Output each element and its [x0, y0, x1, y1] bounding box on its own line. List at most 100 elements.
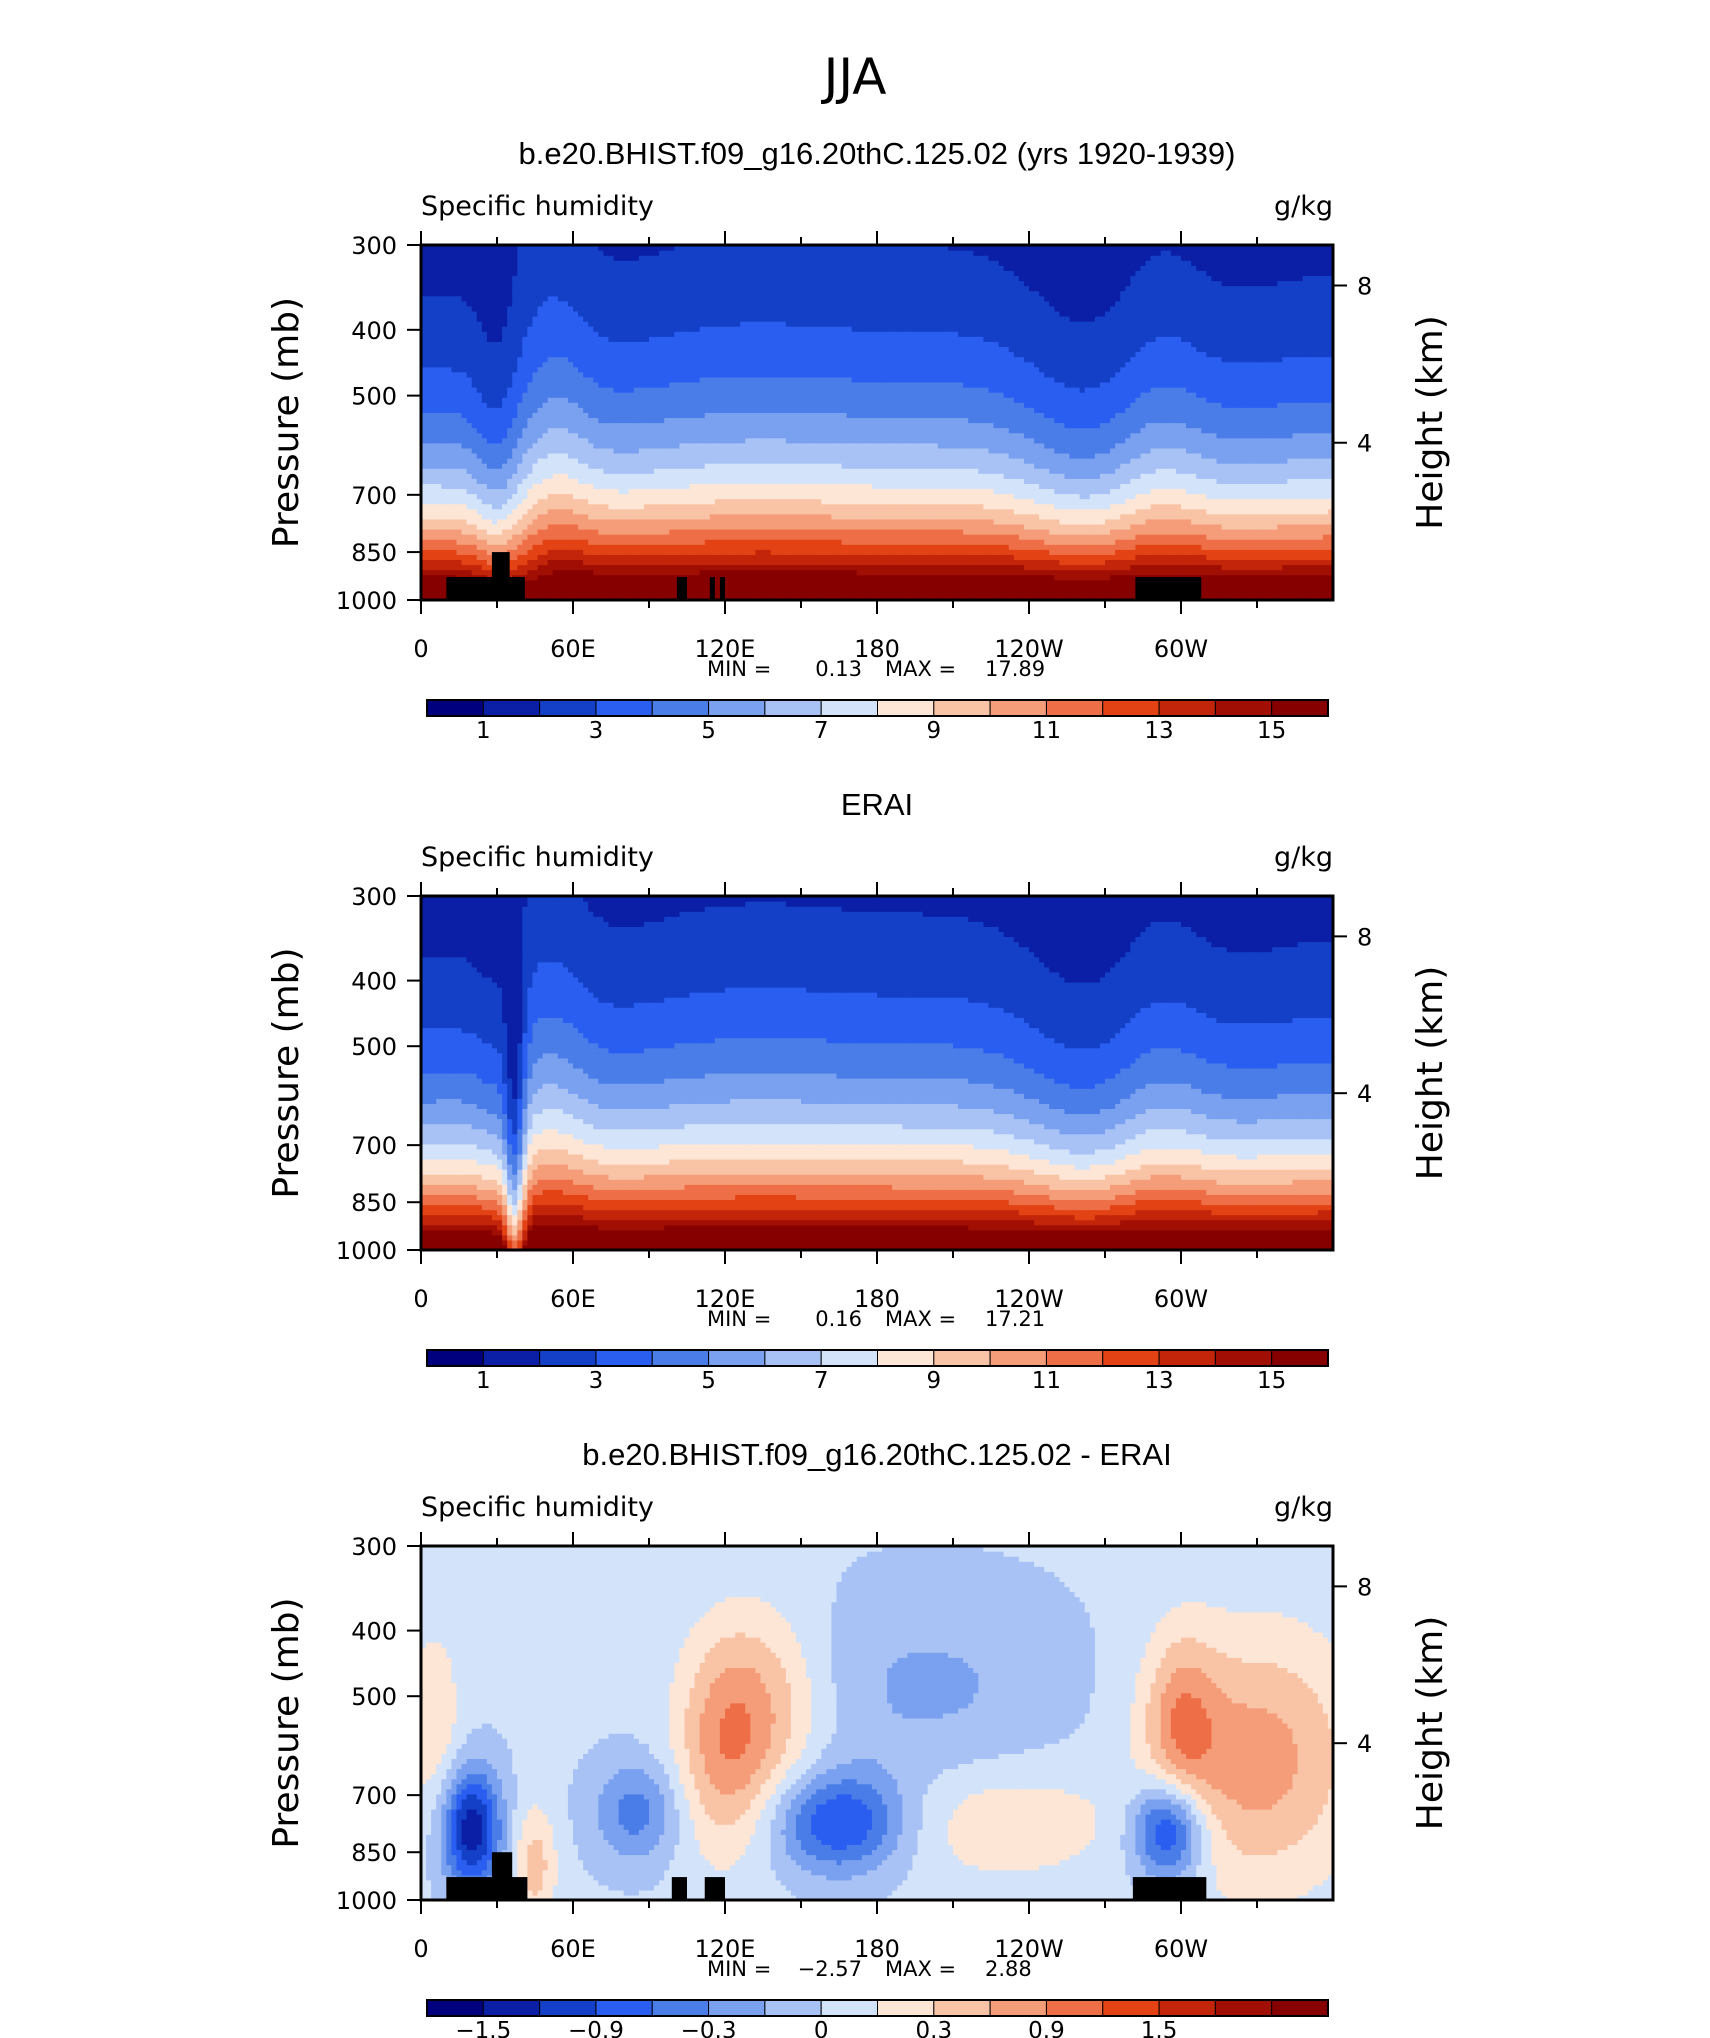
contour-cell	[927, 483, 934, 490]
contour-cell	[897, 534, 903, 540]
contour-cell	[806, 478, 812, 484]
contour-cell	[522, 468, 528, 474]
contour-cell	[1013, 564, 1020, 571]
contour-cell	[740, 473, 746, 479]
contour-cell	[861, 564, 868, 571]
contour-cell	[1287, 589, 1294, 596]
contour-cell	[1181, 559, 1187, 566]
contour-cell	[1059, 584, 1066, 591]
contour-cell	[1008, 463, 1015, 469]
contour-cell	[486, 523, 493, 530]
contour-cell	[654, 508, 660, 515]
contour-cell	[1262, 508, 1268, 515]
contour-cell	[684, 503, 691, 510]
contour-cell	[801, 589, 807, 596]
contour-cell	[441, 488, 447, 495]
contour-cell	[537, 554, 544, 561]
contour-cell	[1267, 564, 1273, 571]
contour-cell	[998, 488, 1005, 495]
contour-cell	[831, 559, 838, 566]
contour-cell	[1216, 574, 1223, 581]
contour-cell	[1201, 463, 1207, 469]
contour-cell	[1054, 483, 1060, 490]
contour-cell	[1216, 483, 1223, 490]
contour-cell	[1322, 523, 1329, 530]
contour-cell	[821, 478, 827, 484]
contour-cell	[1089, 523, 1096, 530]
contour-cell	[877, 554, 883, 561]
contour-cell	[1211, 523, 1218, 530]
contour-cell	[912, 493, 919, 500]
contour-cell	[846, 579, 853, 586]
contour-cell	[811, 584, 817, 591]
contour-cell	[795, 584, 802, 591]
contour-cell	[567, 503, 574, 510]
contour-cell	[1145, 483, 1152, 490]
contour-cell	[537, 488, 544, 495]
contour-cell	[937, 589, 944, 596]
contour-cell	[542, 473, 549, 479]
contour-cell	[441, 549, 447, 555]
contour-cell	[557, 564, 564, 571]
contour-cell	[877, 498, 883, 505]
contour-cell	[512, 468, 518, 474]
contour-cell	[937, 579, 944, 586]
contour-cell	[1246, 569, 1253, 576]
contour-cell	[770, 559, 777, 566]
contour-cell	[664, 544, 670, 550]
contour-cell	[456, 513, 463, 520]
contour-cell	[623, 549, 630, 555]
contour-cell	[968, 513, 974, 520]
contour-cell	[638, 534, 645, 540]
contour-cell	[451, 564, 458, 571]
contour-cell	[573, 579, 579, 586]
contour-cell	[1013, 503, 1020, 510]
contour-cell	[426, 559, 432, 566]
contour-cell	[836, 589, 843, 596]
contour-cell	[983, 518, 990, 525]
contour-cell	[497, 544, 503, 550]
contour-cell	[1201, 544, 1207, 550]
contour-cell	[750, 554, 756, 561]
contour-cell	[1069, 529, 1076, 535]
contour-cell	[725, 488, 731, 495]
contour-cell	[547, 569, 554, 576]
contour-cell	[790, 503, 797, 510]
contour-cell	[1267, 518, 1273, 525]
contour-cell	[537, 549, 544, 555]
contour-cell	[1312, 559, 1319, 566]
contour-cell	[1008, 513, 1015, 520]
contour-cell	[1160, 544, 1167, 550]
contour-cell	[1064, 488, 1071, 495]
contour-cell	[1186, 493, 1192, 500]
contour-cell	[790, 559, 797, 566]
contour-cell	[618, 579, 625, 586]
contour-cell	[1191, 488, 1197, 495]
contour-cell	[471, 564, 478, 571]
contour-cell	[745, 503, 751, 510]
contour-cell	[1094, 518, 1101, 525]
contour-cell	[1120, 473, 1126, 479]
contour-cell	[719, 559, 726, 566]
contour-cell	[745, 594, 751, 601]
contour-cell	[1059, 488, 1066, 495]
contour-cell	[841, 569, 848, 576]
contour-cell	[1170, 518, 1177, 525]
contour-cell	[694, 513, 701, 520]
contour-cell	[973, 594, 979, 601]
contour-cell	[1155, 473, 1162, 479]
contour-cell	[1145, 554, 1152, 561]
contour-cell	[1135, 534, 1142, 540]
contour-cell	[1105, 579, 1111, 586]
contour-cell	[1160, 463, 1167, 469]
contour-cell	[1287, 579, 1294, 586]
contour-cell	[760, 473, 767, 479]
contour-cell	[1054, 594, 1060, 601]
contour-cell	[654, 569, 660, 576]
contour-cell	[638, 463, 645, 469]
contour-cell	[542, 478, 549, 484]
contour-cell	[785, 549, 792, 555]
contour-cell	[603, 523, 610, 530]
contour-cell	[608, 473, 615, 479]
contour-cell	[507, 559, 513, 566]
